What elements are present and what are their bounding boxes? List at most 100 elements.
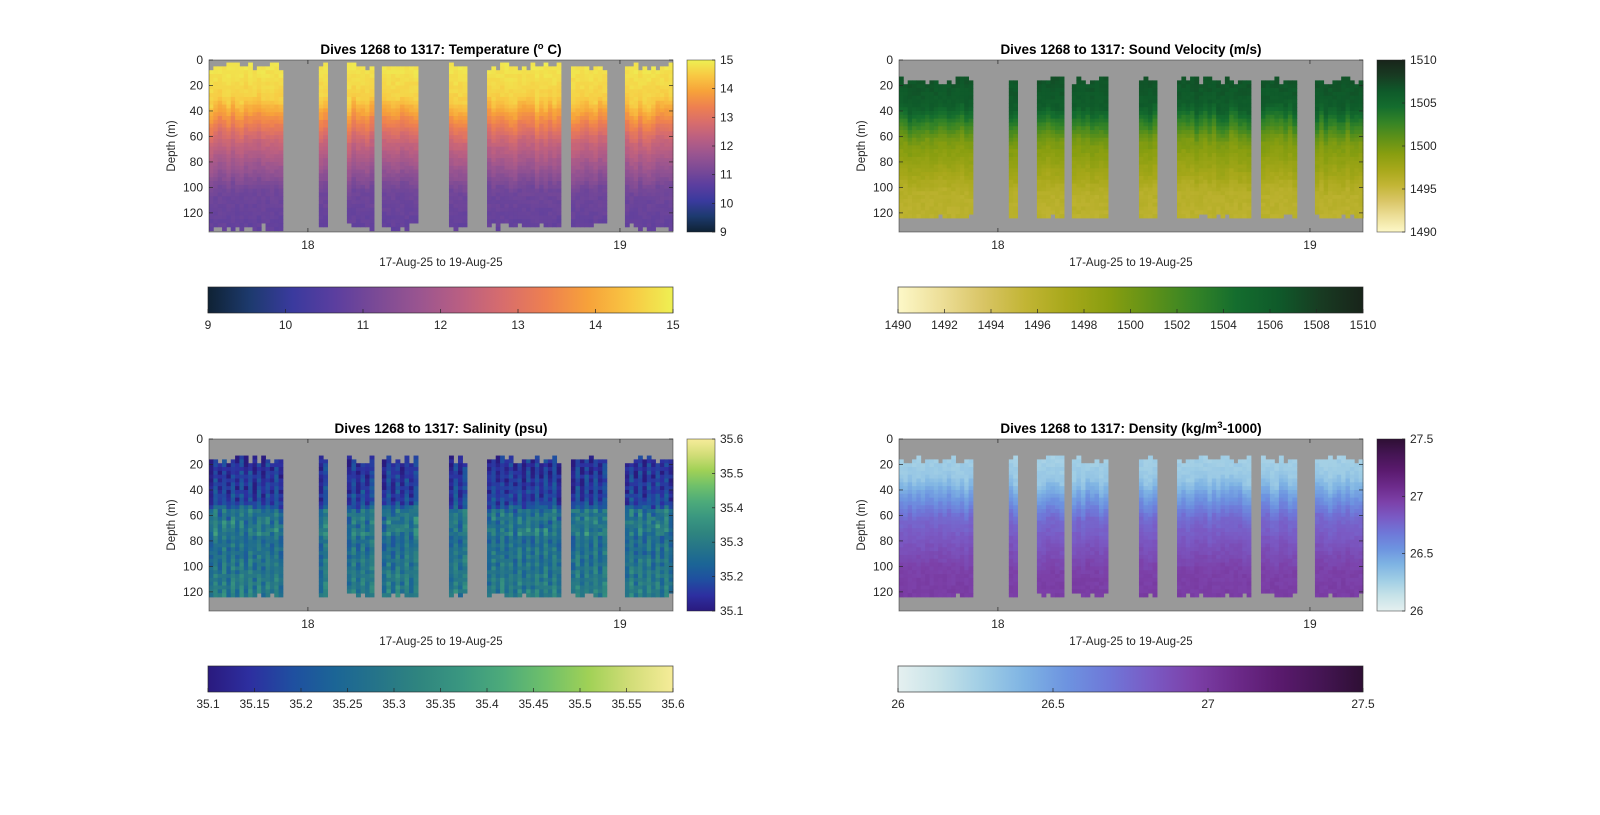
heatmap-cell: [217, 108, 223, 113]
heatmap-cell: [261, 81, 266, 86]
heatmap-cell: [543, 112, 549, 117]
heatmap-cell: [955, 137, 961, 142]
heatmap-cell: [355, 131, 361, 136]
heatmap-cell: [1233, 179, 1239, 184]
heatmap-cell: [642, 184, 648, 190]
heatmap-cell: [1080, 118, 1086, 123]
heatmap-cell: [265, 119, 271, 125]
heatmap-cell: [543, 93, 549, 98]
heatmap-cell: [624, 184, 630, 190]
heatmap-cell: [226, 146, 232, 151]
heatmap-cell: [261, 74, 266, 79]
heatmap-cell: [323, 85, 328, 90]
heatmap-cell: [409, 93, 414, 98]
heatmap-cell: [579, 196, 585, 201]
heatmap-cell: [381, 223, 387, 228]
heatmap-cell: [413, 203, 419, 209]
heatmap-cell: [942, 88, 948, 93]
heatmap-cell: [624, 96, 630, 102]
heatmap-cell: [209, 93, 214, 98]
heatmap-cell: [646, 150, 652, 155]
heatmap-cell: [1099, 202, 1104, 207]
heatmap-cell: [920, 114, 926, 120]
heatmap-cell: [1152, 80, 1158, 85]
heatmap-cell: [534, 203, 540, 209]
heatmap-cell: [1059, 99, 1065, 104]
heatmap-cell: [222, 158, 227, 163]
heatmap-cell: [252, 215, 258, 220]
heatmap-cell: [1059, 80, 1065, 85]
heatmap-cell: [252, 219, 258, 224]
heatmap-cell: [1220, 183, 1226, 188]
heatmap-cell: [369, 173, 375, 178]
heatmap-cell: [951, 91, 956, 97]
heatmap-cell: [570, 158, 576, 163]
heatmap-cell: [217, 215, 223, 220]
heatmap-cell: [1085, 168, 1091, 173]
heatmap-cell: [552, 112, 558, 117]
heatmap-cell: [1203, 141, 1208, 146]
heatmap-cell: [1080, 164, 1086, 169]
heatmap-cell: [633, 70, 639, 75]
heatmap-cell: [575, 100, 581, 105]
heatmap-cell: [1036, 84, 1042, 89]
heatmap-cell: [278, 138, 284, 144]
heatmap-cell: [222, 70, 227, 75]
heatmap-cell: [1198, 153, 1204, 158]
heatmap-cell: [916, 126, 922, 131]
heatmap-cell: [369, 226, 375, 232]
heatmap-cell: [508, 196, 514, 201]
heatmap-cell: [453, 161, 459, 167]
heatmap-cell: [1138, 172, 1144, 177]
heatmap-cell: [933, 191, 939, 196]
heatmap-cell: [495, 85, 501, 90]
heatmap-cell: [602, 196, 608, 201]
heatmap-cell: [274, 66, 279, 71]
heatmap-cell: [458, 135, 463, 140]
heatmap-cell: [552, 100, 558, 105]
heatmap-cell: [508, 108, 514, 113]
heatmap-cell: [390, 81, 396, 86]
heatmap-cell: [239, 93, 245, 98]
heatmap-cell: [462, 119, 468, 125]
heatmap-cell: [517, 89, 523, 94]
heatmap-cell: [1143, 118, 1149, 123]
heatmap-cell: [552, 215, 558, 220]
heatmap-cell: [933, 168, 939, 173]
heatmap-cell: [1008, 202, 1014, 207]
heatmap-cell: [323, 119, 328, 125]
heatmap-cell: [222, 196, 227, 201]
heatmap-cell: [346, 138, 352, 144]
heatmap-cell: [1080, 103, 1086, 108]
heatmap-cell: [448, 77, 454, 83]
heatmap-cell: [521, 127, 527, 132]
heatmap-cell: [1198, 137, 1204, 142]
heatmap-cell: [209, 150, 214, 155]
heatmap-cell: [646, 93, 652, 98]
heatmap-cell: [399, 108, 405, 113]
heatmap-cell: [355, 211, 361, 216]
heatmap-cell: [448, 66, 454, 71]
heatmap-cell: [399, 127, 405, 132]
heatmap-cell: [491, 203, 497, 209]
heatmap-cell: [261, 173, 266, 178]
heatmap-cell: [938, 103, 943, 108]
heatmap-cell: [646, 200, 652, 205]
heatmap-cell: [404, 123, 410, 128]
heatmap-cell: [1198, 103, 1204, 108]
heatmap-cell: [1059, 202, 1065, 207]
heatmap-cell: [547, 188, 553, 193]
heatmap-cell: [230, 89, 236, 94]
heatmap-cell: [213, 96, 219, 102]
heatmap-cell: [213, 223, 219, 228]
heatmap-cell: [517, 181, 523, 186]
heatmap-cell: [584, 74, 590, 79]
heatmap-cell: [1089, 206, 1095, 211]
heatmap-cell: [1013, 133, 1018, 139]
heatmap-cell: [1055, 95, 1060, 100]
heatmap-cell: [413, 142, 419, 148]
heatmap-cell: [588, 81, 594, 86]
heatmap-cell: [1085, 149, 1091, 154]
heatmap-cell: [526, 89, 531, 94]
heatmap-cell: [1203, 130, 1208, 135]
